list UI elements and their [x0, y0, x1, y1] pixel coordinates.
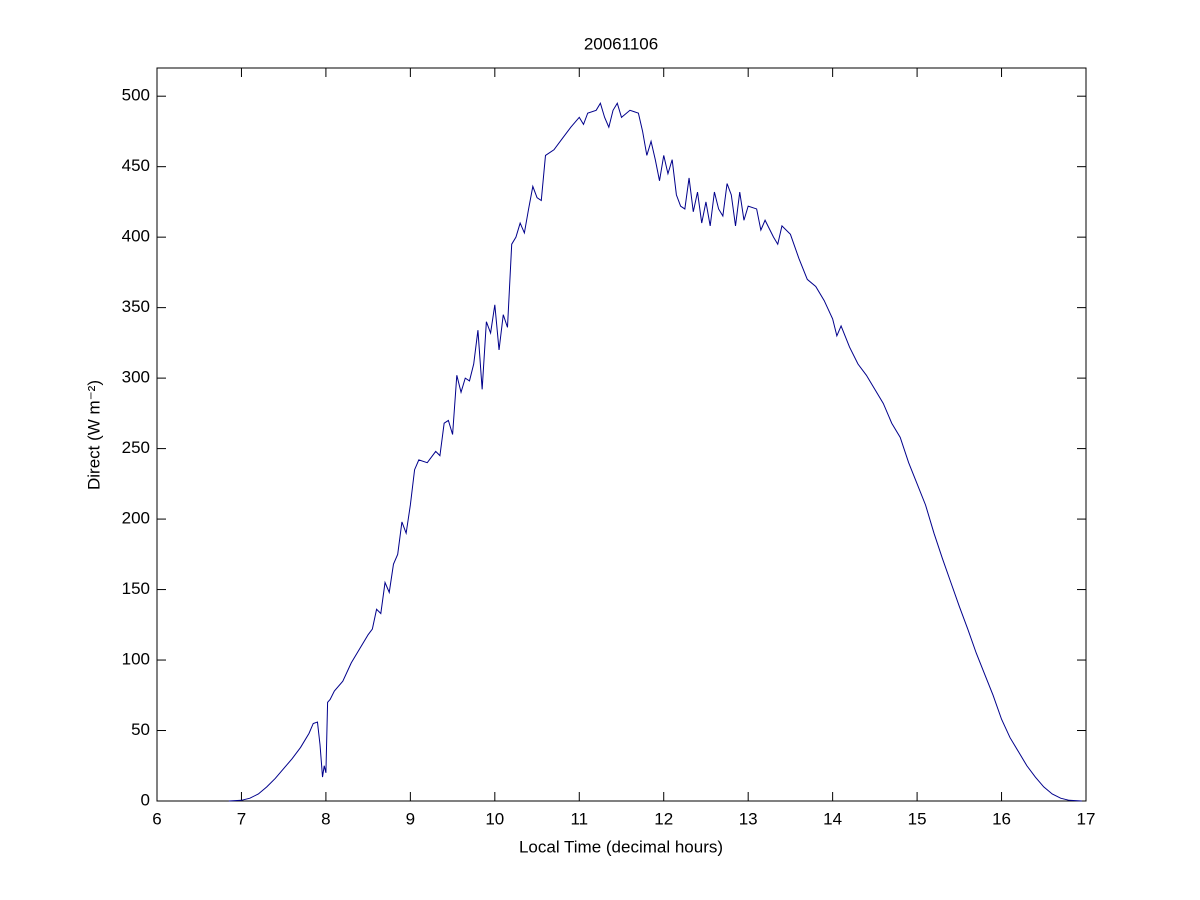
x-tick-label: 9	[406, 809, 415, 828]
y-tick-label: 100	[122, 650, 150, 669]
y-tick-label: 450	[122, 156, 150, 175]
x-tick-label: 8	[321, 809, 330, 828]
y-tick-label: 250	[122, 438, 150, 457]
y-tick-label: 200	[122, 509, 150, 528]
y-axis-label: Direct (W m⁻²)	[84, 380, 103, 490]
chart-title: 20061106	[584, 34, 658, 53]
y-tick-label: 300	[122, 368, 150, 387]
x-tick-label: 6	[152, 809, 161, 828]
x-axis-label: Local Time (decimal hours)	[519, 837, 723, 856]
x-tick-label: 13	[739, 809, 758, 828]
x-tick-label: 17	[1077, 809, 1096, 828]
x-tick-label: 10	[485, 809, 504, 828]
x-tick-label: 15	[908, 809, 927, 828]
y-tick-label: 400	[122, 227, 150, 246]
x-tick-label: 7	[237, 809, 246, 828]
x-tick-label: 12	[654, 809, 673, 828]
data-line	[228, 102, 1082, 802]
y-tick-label: 350	[122, 297, 150, 316]
x-tick-label: 11	[570, 809, 588, 828]
y-tick-label: 150	[122, 579, 150, 598]
plot-frame	[156, 67, 1087, 802]
y-tick-label: 50	[131, 720, 150, 739]
x-tick-label: 14	[823, 809, 842, 828]
x-tick-label: 16	[992, 809, 1011, 828]
y-tick-label: 500	[122, 86, 150, 105]
y-tick-label: 0	[141, 790, 150, 809]
